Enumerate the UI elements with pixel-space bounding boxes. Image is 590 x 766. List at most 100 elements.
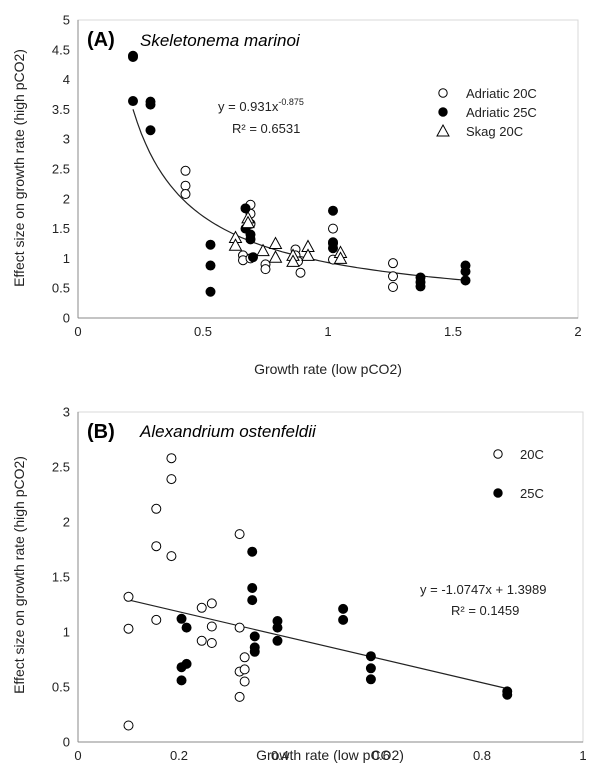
data-point	[239, 676, 250, 687]
data-point	[365, 674, 376, 685]
panel-a-equation-main: y = 0.931x	[218, 99, 279, 114]
y-tick-label: 3.5	[52, 102, 70, 117]
legend-filled-circle-marker	[438, 107, 448, 117]
data-point	[247, 595, 258, 606]
y-tick-label: 2.5	[52, 460, 70, 475]
data-point	[502, 689, 513, 700]
data-point	[240, 203, 251, 214]
x-tick-label: 0.8	[473, 748, 491, 763]
data-point	[205, 239, 216, 250]
y-tick-label: 0.5	[52, 680, 70, 695]
data-point	[234, 691, 245, 702]
y-tick-label: 0	[63, 735, 70, 750]
data-point	[128, 51, 138, 62]
panel-a-label: (A)	[87, 29, 115, 51]
data-point	[205, 260, 216, 271]
data-point	[181, 622, 192, 633]
y-tick-label: 1.5	[52, 570, 70, 585]
data-point	[151, 541, 162, 552]
data-point	[328, 205, 338, 216]
data-point	[338, 614, 349, 625]
data-point	[249, 631, 260, 642]
x-tick-label: 2	[574, 324, 581, 339]
panel-a-r2: R² = 0.6531	[232, 121, 300, 136]
y-tick-label: 4.5	[52, 42, 70, 57]
data-point	[228, 238, 243, 251]
panel-a: Effect size on growth rate (high pCO2) 0…	[11, 13, 582, 378]
panel-a-legend: Adriatic 20C Adriatic 25C Skag 20C	[436, 86, 537, 139]
legend-filled-circle-marker	[493, 488, 503, 498]
data-point	[415, 281, 426, 292]
panel-a-equation-exponent: -0.875	[278, 97, 304, 107]
y-tick-label: 1.5	[52, 221, 70, 236]
panel-a-plot-frame	[77, 19, 579, 319]
panel-b-trendline	[128, 599, 508, 690]
data-point	[272, 622, 283, 633]
data-point	[328, 223, 338, 234]
data-point	[234, 529, 245, 540]
data-point	[206, 598, 217, 609]
y-tick-label: 1	[63, 625, 70, 640]
panel-b-label: (B)	[87, 421, 115, 443]
x-tick-label: 1.5	[444, 324, 462, 339]
data-point	[333, 251, 348, 264]
data-point	[205, 286, 216, 297]
panel-a-legend-adriatic-20c: Adriatic 20C	[466, 86, 537, 101]
x-tick-label: 0.2	[170, 748, 188, 763]
data-point	[180, 165, 191, 176]
x-tick-label: 0	[74, 748, 81, 763]
data-point	[239, 664, 250, 675]
data-point	[365, 651, 376, 662]
data-point	[128, 96, 138, 107]
panel-a-y-ticks: 0 0.5 1 1.5 2 2.5 3 3.5 4 4.5 5	[52, 13, 70, 326]
x-tick-label: 1	[579, 748, 586, 763]
panel-b-xlabel: Growth rate (low pCO2)	[256, 747, 404, 763]
x-tick-label: 0.4	[271, 748, 289, 763]
data-point	[286, 254, 300, 267]
y-tick-label: 0.5	[52, 281, 70, 296]
data-point	[245, 234, 256, 245]
panel-a-legend-skag-20c: Skag 20C	[466, 124, 523, 139]
data-point	[166, 453, 177, 464]
y-tick-label: 2.5	[52, 162, 70, 177]
data-point	[166, 474, 177, 485]
y-tick-label: 1	[63, 251, 70, 266]
y-tick-label: 5	[63, 13, 70, 28]
data-point	[196, 602, 207, 613]
data-point	[123, 591, 134, 602]
data-point	[145, 99, 156, 110]
x-tick-label: 0.5	[194, 324, 212, 339]
panel-b-legend: 20C 25C	[493, 447, 544, 501]
y-tick-label: 2	[63, 515, 70, 530]
x-tick-label: 0	[74, 324, 81, 339]
panel-b-legend-20c: 20C	[520, 447, 544, 462]
data-point	[234, 622, 245, 633]
panel-b-ylabel: Effect size on growth rate (high pCO2)	[11, 456, 27, 694]
y-tick-label: 3	[63, 132, 70, 147]
panel-b-legend-25c: 25C	[520, 486, 544, 501]
panel-b-y-ticks: 0 0.5 1 1.5 2 2.5 3	[52, 405, 70, 750]
data-point	[196, 635, 207, 646]
legend-open-circle-marker	[438, 88, 448, 98]
legend-triangle-marker	[436, 123, 450, 137]
data-point	[151, 503, 162, 514]
data-point	[239, 652, 250, 663]
panel-a-x-ticks: 0 0.5 1 1.5 2	[74, 324, 581, 339]
data-point	[123, 623, 134, 634]
panel-a-legend-adriatic-25c: Adriatic 25C	[466, 105, 537, 120]
legend-open-circle-marker	[493, 449, 503, 459]
panel-a-species: Skeletonema marinoi	[140, 31, 301, 50]
data-point	[145, 125, 156, 136]
data-point	[295, 267, 306, 278]
y-tick-label: 4	[63, 72, 70, 87]
data-point	[151, 614, 162, 625]
data-point	[166, 551, 177, 562]
panel-a-points	[128, 50, 471, 297]
panel-a-ylabel: Effect size on growth rate (high pCO2)	[11, 49, 27, 287]
data-point	[206, 621, 217, 632]
panel-a-xlabel: Growth rate (low pCO2)	[254, 361, 402, 377]
data-point	[247, 546, 258, 557]
data-point	[268, 236, 283, 249]
panel-b-r2: R² = 0.1459	[451, 603, 519, 618]
